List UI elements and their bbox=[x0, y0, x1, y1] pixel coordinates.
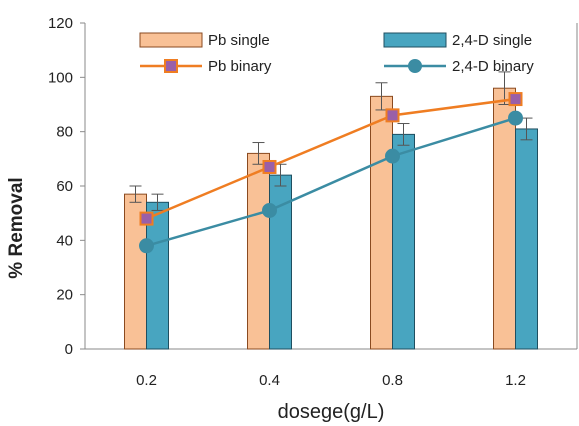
x-tick-label: 0.4 bbox=[259, 372, 280, 389]
point-pb-binary bbox=[139, 211, 154, 226]
x-tick-label: 1.2 bbox=[505, 372, 526, 389]
point-pb-binary bbox=[262, 159, 277, 174]
x-tick-label: 0.2 bbox=[136, 372, 157, 389]
bar-24d-single bbox=[515, 128, 538, 350]
legend: Pb single 2,4-D single Pb binary 2,4-D bina… bbox=[139, 32, 534, 75]
legend-swatch bbox=[383, 32, 447, 48]
legend-item: 2,4-D binary bbox=[384, 58, 534, 75]
legend-item: Pb single bbox=[139, 32, 270, 49]
line-layer bbox=[139, 92, 523, 254]
point-24d-binary bbox=[385, 148, 400, 164]
line-24d-binary bbox=[146, 116, 516, 247]
point-24d-binary bbox=[139, 238, 154, 254]
bar-24d-single bbox=[392, 133, 415, 350]
legend-marker bbox=[408, 59, 422, 73]
bar-pb-single bbox=[247, 152, 270, 350]
x-axis-title: dosege(g/L) bbox=[278, 401, 385, 423]
legend-item: 2,4-D single bbox=[383, 32, 532, 49]
legend-label: Pb binary bbox=[208, 58, 272, 75]
point-pb-binary bbox=[385, 108, 400, 123]
x-tick-label: 0.8 bbox=[382, 372, 403, 389]
point-24d-binary bbox=[262, 202, 277, 218]
y-tick-label: 60 bbox=[56, 178, 73, 195]
bar-pb-single bbox=[370, 95, 393, 350]
bar-pb-single bbox=[493, 87, 516, 350]
y-tick-label: 100 bbox=[48, 69, 73, 86]
y-tick-label: 0 bbox=[65, 341, 73, 358]
legend-label: 2,4-D binary bbox=[452, 58, 534, 75]
y-tick-label: 80 bbox=[56, 124, 73, 141]
y-tick-label: 120 bbox=[48, 15, 73, 32]
y-tick-label: 40 bbox=[56, 232, 73, 249]
x-axis-ticks: 0.2 0.4 0.8 1.2 bbox=[136, 372, 526, 389]
legend-marker bbox=[164, 59, 178, 73]
legend-item: Pb binary bbox=[140, 58, 272, 75]
y-axis-ticks: 0 20 40 60 80 100 120 bbox=[48, 15, 85, 358]
line-pb-binary bbox=[146, 97, 516, 220]
bar-layer bbox=[124, 71, 538, 350]
legend-label: Pb single bbox=[208, 32, 270, 49]
y-axis-title: % Removal bbox=[6, 177, 27, 278]
legend-label: 2,4-D single bbox=[452, 32, 532, 49]
legend-swatch bbox=[139, 32, 203, 48]
point-24d-binary bbox=[508, 110, 523, 126]
point-pb-binary bbox=[508, 92, 523, 107]
y-tick-label: 20 bbox=[56, 287, 73, 304]
